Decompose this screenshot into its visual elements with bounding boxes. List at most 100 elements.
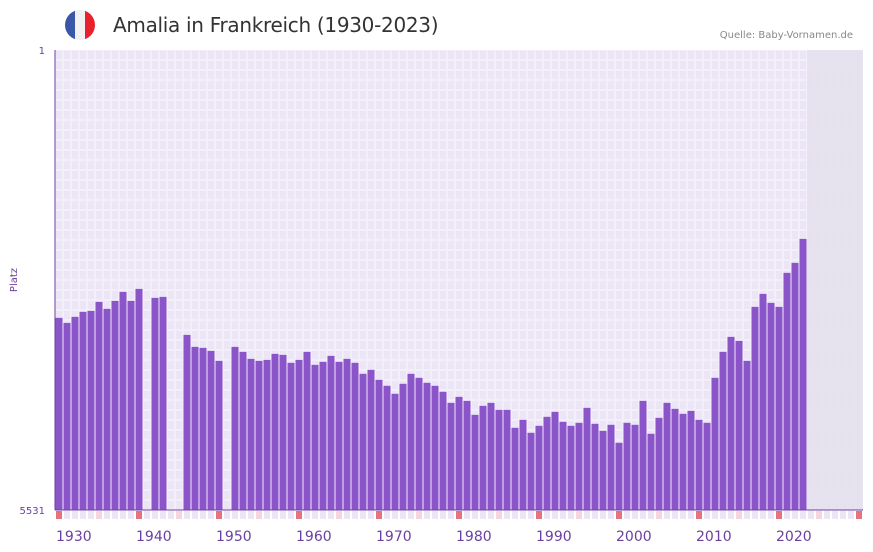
- grid-cell: [488, 251, 494, 259]
- grid-cell: [152, 51, 158, 59]
- grid-cell: [544, 291, 550, 299]
- grid-cell: [432, 301, 438, 309]
- grid-cell: [168, 221, 174, 229]
- grid-cell: [488, 321, 494, 329]
- grid-cell: [264, 301, 270, 309]
- grid-cell: [424, 51, 430, 59]
- grid-cell: [64, 121, 70, 129]
- grid-cell: [88, 181, 94, 189]
- grid-cell: [416, 241, 422, 249]
- grid-cell: [336, 191, 342, 199]
- grid-cell: [616, 81, 622, 89]
- grid-cell: [672, 81, 678, 89]
- grid-cell: [400, 141, 406, 149]
- grid-cell: [728, 261, 734, 269]
- grid-cell: [704, 221, 710, 229]
- grid-cell: [688, 341, 694, 349]
- grid-cell: [344, 331, 350, 339]
- grid-cell: [632, 131, 638, 139]
- grid-cell: [496, 71, 502, 79]
- grid-cell: [456, 161, 462, 169]
- grid-cell: [144, 431, 150, 439]
- grid-cell: [752, 201, 758, 209]
- grid-cell: [312, 231, 318, 239]
- grid-cell: [160, 131, 166, 139]
- grid-cell: [384, 161, 390, 169]
- grid-cell: [600, 311, 606, 319]
- grid-cell: [512, 201, 518, 209]
- grid-cell: [472, 291, 478, 299]
- grid-cell: [288, 131, 294, 139]
- grid-cell: [160, 261, 166, 269]
- grid-cell: [144, 161, 150, 169]
- bar-1966: [343, 358, 351, 510]
- grid-cell: [344, 91, 350, 99]
- grid-cell: [736, 151, 742, 159]
- grid-cell: [384, 341, 390, 349]
- grid-cell: [512, 101, 518, 109]
- year-marker: [384, 511, 390, 519]
- grid-cell: [512, 141, 518, 149]
- grid-cell: [104, 91, 110, 99]
- grid-cell: [744, 301, 750, 309]
- grid-cell: [744, 271, 750, 279]
- grid-cell: [488, 51, 494, 59]
- grid-cell: [744, 71, 750, 79]
- grid-cell: [320, 61, 326, 69]
- grid-cell: [424, 171, 430, 179]
- grid-cell: [336, 331, 342, 339]
- grid-cell: [744, 261, 750, 269]
- bar-1934: [87, 310, 95, 510]
- grid-cell: [664, 201, 670, 209]
- grid-cell: [216, 321, 222, 329]
- grid-cell: [544, 261, 550, 269]
- grid-cell: [568, 81, 574, 89]
- grid-cell: [560, 101, 566, 109]
- grid-cell: [496, 331, 502, 339]
- grid-cell: [296, 131, 302, 139]
- grid-cell: [472, 161, 478, 169]
- grid-cell: [608, 371, 614, 379]
- grid-cell: [624, 301, 630, 309]
- grid-cell: [680, 51, 686, 59]
- grid-cell: [344, 221, 350, 229]
- bar-1943: [159, 296, 167, 510]
- grid-cell: [784, 221, 790, 229]
- grid-cell: [696, 221, 702, 229]
- grid-cell: [264, 281, 270, 289]
- grid-cell: [544, 221, 550, 229]
- grid-cell: [296, 81, 302, 89]
- grid-cell: [360, 151, 366, 159]
- bar-1961: [303, 351, 311, 510]
- bar-1931: [63, 322, 71, 510]
- grid-cell: [568, 201, 574, 209]
- grid-cell: [88, 111, 94, 119]
- grid-cell: [440, 191, 446, 199]
- grid-cell: [632, 141, 638, 149]
- grid-cell: [384, 231, 390, 239]
- grid-cell: [504, 301, 510, 309]
- year-marker: [664, 511, 670, 519]
- grid-cell: [480, 351, 486, 359]
- grid-cell: [408, 311, 414, 319]
- grid-cell: [800, 91, 806, 99]
- grid-cell: [328, 101, 334, 109]
- grid-cell: [376, 211, 382, 219]
- grid-cell: [704, 401, 710, 409]
- grid-cell: [304, 241, 310, 249]
- chart-title: Amalia in Frankreich (1930-2023): [113, 13, 439, 37]
- grid-cell: [304, 321, 310, 329]
- grid-cell: [656, 151, 662, 159]
- grid-cell: [296, 291, 302, 299]
- grid-cell: [656, 171, 662, 179]
- grid-cell: [496, 361, 502, 369]
- grid-cell: [616, 301, 622, 309]
- grid-cell: [560, 61, 566, 69]
- source-link[interactable]: Quelle: Baby-Vornamen.de: [719, 30, 853, 41]
- grid-cell: [192, 91, 198, 99]
- grid-cell: [312, 181, 318, 189]
- grid-cell: [360, 221, 366, 229]
- grid-cell: [200, 181, 206, 189]
- grid-cell: [464, 241, 470, 249]
- year-marker: [216, 511, 222, 519]
